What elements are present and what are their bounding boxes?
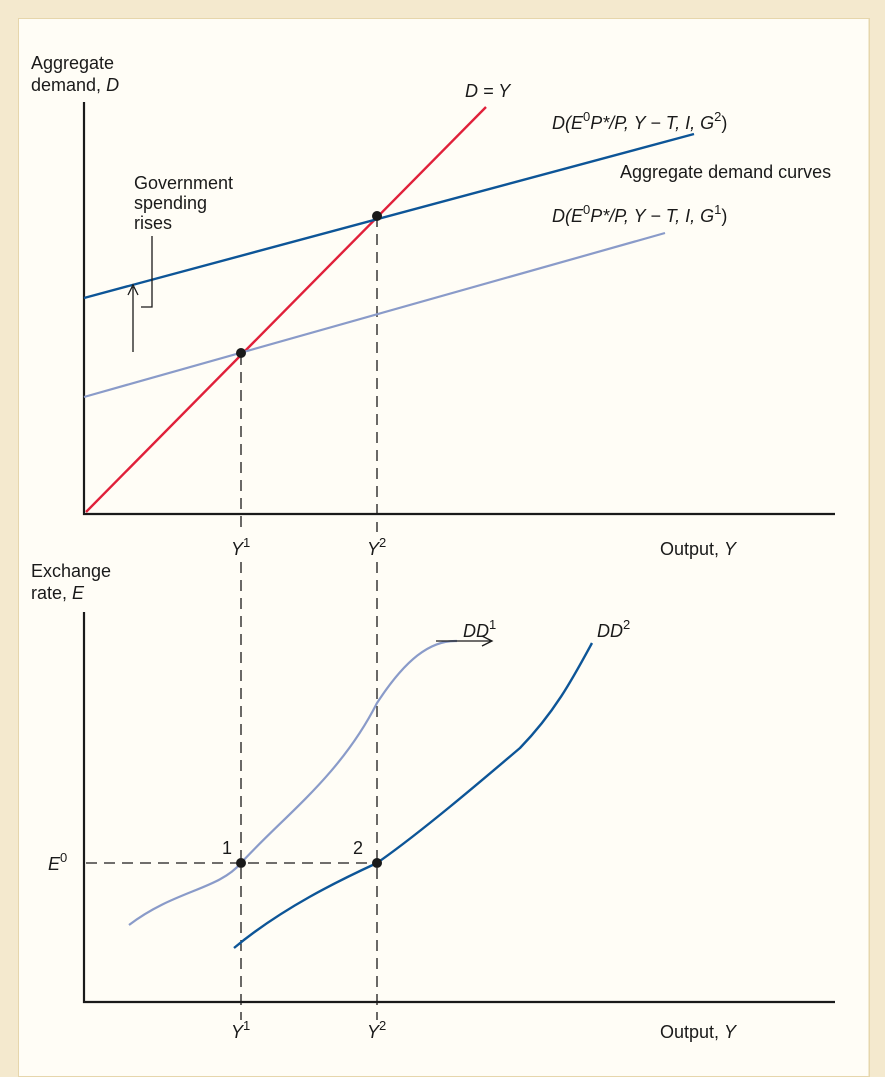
top-equilibrium-point-1 [236, 348, 246, 358]
annotation-bracket [141, 236, 153, 308]
dd1-label: DD1 [463, 617, 496, 641]
bottom-panel-background [19, 560, 869, 1076]
bottom-x-axis-label: Output, Y [660, 1022, 738, 1042]
point-1-label: 1 [222, 838, 232, 858]
bottom-y-axis-label-line2: rate, E [31, 583, 85, 603]
annotation-line2: spending [134, 193, 207, 213]
top-y-axis-label-line1: Aggregate [31, 53, 114, 73]
aggregate-demand-curves-caption: Aggregate demand curves [620, 162, 831, 182]
bottom-equilibrium-point-2 [372, 858, 382, 868]
bottom-tick-y2: Y2 [367, 1018, 386, 1042]
d-equals-y-line [85, 106, 487, 513]
annotation-line3: rises [134, 213, 172, 233]
d-equals-y-label: D = Y [465, 81, 512, 101]
curve-g1-label: D(E0P*/P, Y − T, I, G1) [552, 202, 727, 226]
top-panel: Aggregate demand, D D = Y D(E0P*/P, Y − … [31, 53, 835, 559]
bottom-equilibrium-point-1 [236, 858, 246, 868]
shift-up-arrow-head [127, 283, 139, 296]
dd1-curve [128, 639, 458, 926]
bottom-tick-y1: Y1 [231, 1018, 250, 1042]
dd2-curve [233, 642, 594, 949]
curve-g2-label: D(E0P*/P, Y − T, I, G2) [552, 109, 727, 133]
bottom-y-axis-label-line1: Exchange [31, 561, 111, 581]
top-tick-y1: Y1 [231, 535, 250, 559]
top-axes [82, 102, 835, 516]
aggregate-demand-curve-g2 [83, 132, 695, 300]
aggregate-demand-curve-g1 [83, 231, 666, 399]
annotation-line1: Government [134, 173, 233, 193]
top-y-axis-label-line2: demand, D [31, 75, 119, 95]
tick-e0: E0 [48, 850, 67, 874]
top-equilibrium-point-2 [372, 211, 382, 221]
dd2-label: DD2 [597, 617, 630, 641]
top-x-axis-label: Output, Y [660, 539, 738, 559]
point-2-label: 2 [353, 838, 363, 858]
bottom-axes [82, 612, 835, 1004]
top-tick-y2: Y2 [367, 535, 386, 559]
shift-right-arrow-head [481, 635, 494, 647]
